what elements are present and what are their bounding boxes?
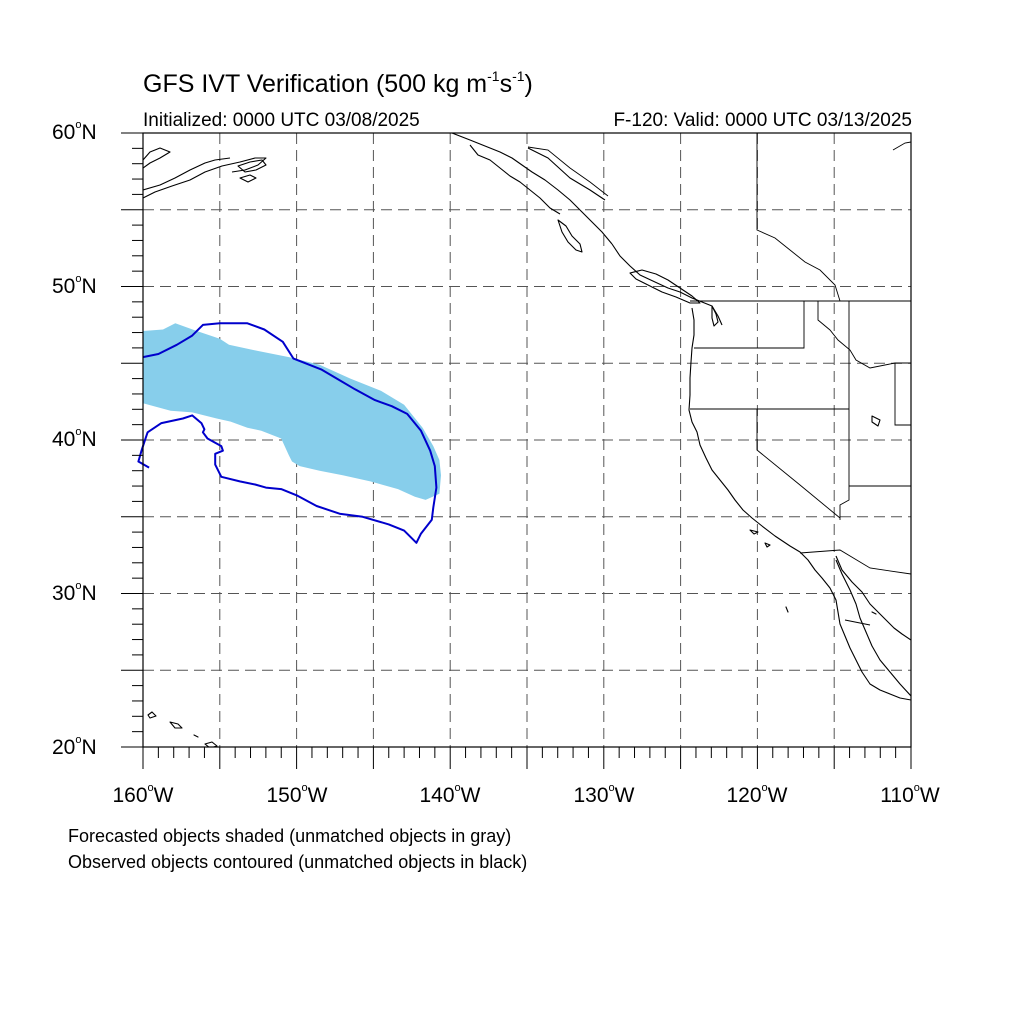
alaska-coast (143, 147, 267, 199)
haida-gwaii (557, 219, 583, 253)
southeast-alaska-coast (451, 133, 613, 245)
channel-islands (749, 529, 877, 615)
footnote-observed: Observed objects contoured (unmatched ob… (68, 852, 528, 872)
title-suffix: ) (524, 70, 533, 98)
figure-title: GFS IVT Verification (500 kg m-1s-1) (143, 68, 533, 99)
id-mt-border (817, 301, 911, 369)
title-prefix: GFS IVT Verification (500 kg m (143, 70, 488, 98)
alaska-canada-border (527, 146, 609, 197)
forecast-ivt-object (143, 323, 441, 500)
bc-ab-top (892, 141, 911, 151)
nv-ut-border (839, 409, 850, 520)
vancouver-island (629, 269, 701, 304)
lat-label-40: 40oN (52, 426, 97, 451)
lon-label-140w: 140oW (419, 782, 481, 807)
wy-border (894, 363, 911, 426)
title-mid: s (499, 70, 513, 98)
us-west-coast (688, 307, 911, 701)
or-ca-nv-border (690, 301, 850, 410)
title-exp1: -1 (487, 68, 500, 84)
lat-label-30: 30oN (52, 580, 97, 605)
observed-ivt-contour (137, 322, 438, 544)
lon-label-160w: 160oW (112, 782, 174, 807)
lon-label-110w: 110oW (880, 782, 940, 807)
lat-label-60: 60oN (52, 119, 97, 144)
lon-label-150w: 150oW (266, 782, 328, 807)
graticule (143, 133, 911, 747)
bc-coast (611, 243, 723, 326)
title-exp2: -1 (512, 68, 525, 84)
lat-label-50: 50oN (52, 273, 97, 298)
valid-time-label: F-120: Valid: 0000 UTC 03/13/2025 (613, 110, 912, 131)
us-mexico-border (799, 549, 911, 575)
political-boundaries (527, 133, 911, 626)
lon-label-130w: 130oW (573, 782, 635, 807)
footnote-forecast: Forecasted objects shaded (unmatched obj… (68, 826, 512, 846)
init-time-label: Initialized: 0000 UTC 03/08/2025 (143, 110, 420, 131)
coastlines (143, 133, 911, 747)
baja-gulf-coast (835, 555, 911, 697)
bc-inland (756, 133, 841, 302)
puget-sound (711, 305, 719, 327)
lon-label-120w: 120oW (726, 782, 788, 807)
salton-lake (871, 415, 881, 427)
wa-or-border (694, 301, 805, 349)
axis-ticks (121, 132, 912, 769)
mexico-state-border (844, 619, 871, 626)
hawaii-islands (147, 711, 218, 747)
lat-label-20: 20oN (52, 734, 97, 759)
ca-nv-diagonal (756, 409, 841, 519)
alaska-islands (237, 159, 267, 183)
